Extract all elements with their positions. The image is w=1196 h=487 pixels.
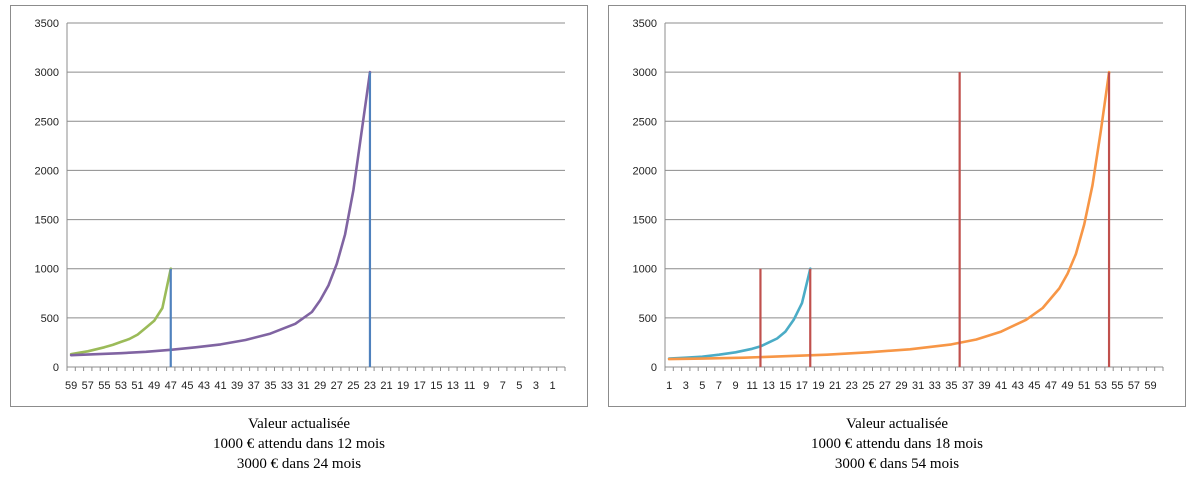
x-tick-label: 37 xyxy=(248,380,260,392)
y-tick-label: 2000 xyxy=(633,165,657,177)
x-tick-label: 43 xyxy=(1012,380,1024,392)
x-tick-label: 45 xyxy=(181,380,193,392)
caption-line-3: 3000 € dans 24 mois xyxy=(236,456,362,472)
x-tick-label: 25 xyxy=(347,380,359,392)
x-tick-label: 1 xyxy=(666,380,672,392)
y-tick-label: 1500 xyxy=(633,215,657,227)
x-tick-label: 7 xyxy=(716,380,722,392)
y-tick-label: 1000 xyxy=(35,264,59,276)
x-tick-label: 33 xyxy=(929,380,941,392)
y-tick-label: 0 xyxy=(53,362,59,374)
x-tick-label: 25 xyxy=(862,380,874,392)
x-tick-label: 3 xyxy=(683,380,689,392)
x-tick-label: 39 xyxy=(978,380,990,392)
x-tick-label: 47 xyxy=(165,380,177,392)
x-tick-label: 41 xyxy=(214,380,226,392)
x-tick-label: 33 xyxy=(281,380,293,392)
x-tick-label: 9 xyxy=(732,380,738,392)
caption-line-1: Valeur actualisée xyxy=(247,416,351,432)
x-tick-label: 5 xyxy=(699,380,705,392)
x-tick-label: 9 xyxy=(483,380,489,392)
y-tick-label: 2000 xyxy=(35,165,59,177)
x-tick-label: 59 xyxy=(1144,380,1156,392)
x-tick-label: 23 xyxy=(364,380,376,392)
x-tick-label: 57 xyxy=(1128,380,1140,392)
y-tick-label: 3500 xyxy=(35,18,59,30)
x-tick-label: 11 xyxy=(464,380,475,392)
series-line-1 xyxy=(667,267,812,360)
x-tick-label: 17 xyxy=(796,380,808,392)
x-tick-label: 51 xyxy=(1078,380,1090,392)
x-tick-label: 13 xyxy=(763,380,775,392)
x-tick-label: 31 xyxy=(912,380,924,392)
x-tick-label: 43 xyxy=(198,380,210,392)
x-tick-label: 15 xyxy=(430,380,442,392)
x-tick-label: 45 xyxy=(1028,380,1040,392)
x-tick-label: 11 xyxy=(746,380,757,392)
x-tick-label: 1 xyxy=(549,380,555,392)
x-tick-label: 21 xyxy=(829,380,841,392)
x-tick-label: 49 xyxy=(1061,380,1073,392)
x-tick-label: 53 xyxy=(1095,380,1107,392)
series-line-2 xyxy=(667,70,1111,361)
x-tick-label: 49 xyxy=(148,380,160,392)
series-line-1 xyxy=(69,267,173,356)
y-tick-label: 1500 xyxy=(35,215,59,227)
series-line-2 xyxy=(69,70,372,357)
caption-line-3: 3000 € dans 54 mois xyxy=(834,456,960,472)
caption-line-2: 1000 € attendu dans 12 mois xyxy=(212,436,386,452)
x-tick-label: 19 xyxy=(397,380,409,392)
x-tick-label: 53 xyxy=(115,380,127,392)
y-tick-label: 3000 xyxy=(35,67,59,79)
chart-panel-right: 0 500 1000 1500 2000 2500 3000 3500 1 3 5 7 9 11 13 15 1… xyxy=(608,0,1186,487)
caption-line-2: 1000 € attendu dans 18 mois xyxy=(810,436,984,452)
x-tick-label: 55 xyxy=(98,380,110,392)
x-tick-label: 27 xyxy=(879,380,891,392)
x-tick-label: 51 xyxy=(131,380,143,392)
x-tick-label: 35 xyxy=(264,380,276,392)
x-tick-label: 59 xyxy=(65,380,77,392)
x-tick-label: 19 xyxy=(812,380,824,392)
chart-caption-left: Valeur actualisée 1000 € attendu dans 12… xyxy=(10,414,588,474)
x-tick-label: 7 xyxy=(500,380,506,392)
caption-line-1: Valeur actualisée xyxy=(845,416,949,432)
x-tick-label: 23 xyxy=(846,380,858,392)
x-tick-label: 35 xyxy=(945,380,957,392)
x-tick-label: 13 xyxy=(447,380,459,392)
y-tick-label: 3500 xyxy=(633,18,657,30)
y-tick-label: 500 xyxy=(639,313,657,325)
chart-caption-right: Valeur actualisée 1000 € attendu dans 18… xyxy=(608,414,1186,474)
y-tick-label: 2500 xyxy=(633,116,657,128)
x-tick-label: 17 xyxy=(414,380,426,392)
chart-panel-left: 0 500 1000 1500 2000 2500 3000 3500 59 57 55 53 51 49… xyxy=(10,0,588,487)
x-tick-label: 3 xyxy=(533,380,539,392)
y-tick-label: 500 xyxy=(41,313,59,325)
y-tick-label: 0 xyxy=(651,362,657,374)
y-tick-label: 3000 xyxy=(633,67,657,79)
x-tick-label: 27 xyxy=(331,380,343,392)
x-tick-label: 31 xyxy=(297,380,309,392)
x-tick-label: 37 xyxy=(962,380,974,392)
x-tick-label: 5 xyxy=(516,380,522,392)
y-tick-label: 2500 xyxy=(35,116,59,128)
x-tick-label: 29 xyxy=(314,380,326,392)
x-tick-label: 57 xyxy=(82,380,94,392)
x-tick-label: 39 xyxy=(231,380,243,392)
x-tick-label: 41 xyxy=(995,380,1007,392)
x-tick-label: 15 xyxy=(779,380,791,392)
x-tick-label: 29 xyxy=(895,380,907,392)
x-tick-label: 47 xyxy=(1045,380,1057,392)
x-tick-label: 21 xyxy=(380,380,392,392)
x-tick-label: 55 xyxy=(1111,380,1123,392)
y-tick-label: 1000 xyxy=(633,264,657,276)
